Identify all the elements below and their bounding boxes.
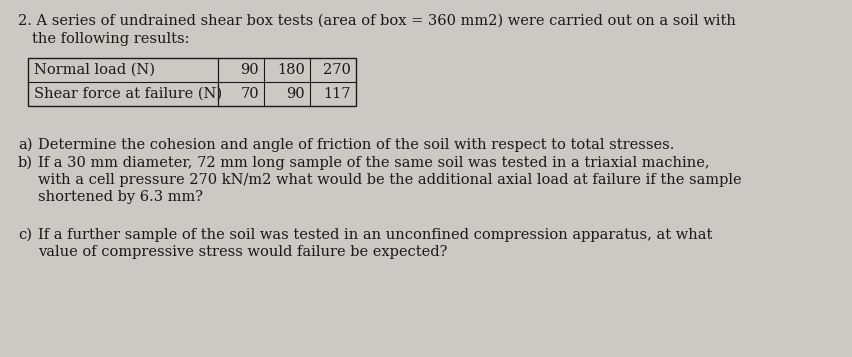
Text: If a 30 mm diameter, 72 mm long sample of the same soil was tested in a triaxial: If a 30 mm diameter, 72 mm long sample o…	[38, 156, 710, 170]
Text: with a cell pressure 270 kN/m2 what would be the additional axial load at failur: with a cell pressure 270 kN/m2 what woul…	[38, 173, 741, 187]
Text: Shear force at failure (N): Shear force at failure (N)	[34, 87, 222, 101]
Bar	[28, 58, 356, 106]
Text: If a further sample of the soil was tested in an unconfined compression apparatu: If a further sample of the soil was test…	[38, 228, 712, 242]
Text: Normal load (N): Normal load (N)	[34, 63, 155, 77]
Text: 117: 117	[324, 87, 351, 101]
Text: 90: 90	[240, 63, 259, 77]
Text: 90: 90	[286, 87, 305, 101]
Text: shortened by 6.3 mm?: shortened by 6.3 mm?	[38, 190, 203, 204]
Text: Determine the cohesion and angle of friction of the soil with respect to total s: Determine the cohesion and angle of fric…	[38, 138, 675, 152]
Text: value of compressive stress would failure be expected?: value of compressive stress would failur…	[38, 245, 447, 259]
Text: 70: 70	[240, 87, 259, 101]
Text: 2. A series of undrained shear box tests (area of box = 360 mm2) were carried ou: 2. A series of undrained shear box tests…	[18, 14, 736, 28]
Text: b): b)	[18, 156, 33, 170]
Text: the following results:: the following results:	[32, 32, 189, 46]
Text: 180: 180	[277, 63, 305, 77]
Text: 270: 270	[323, 63, 351, 77]
Text: c): c)	[18, 228, 32, 242]
Text: a): a)	[18, 138, 32, 152]
